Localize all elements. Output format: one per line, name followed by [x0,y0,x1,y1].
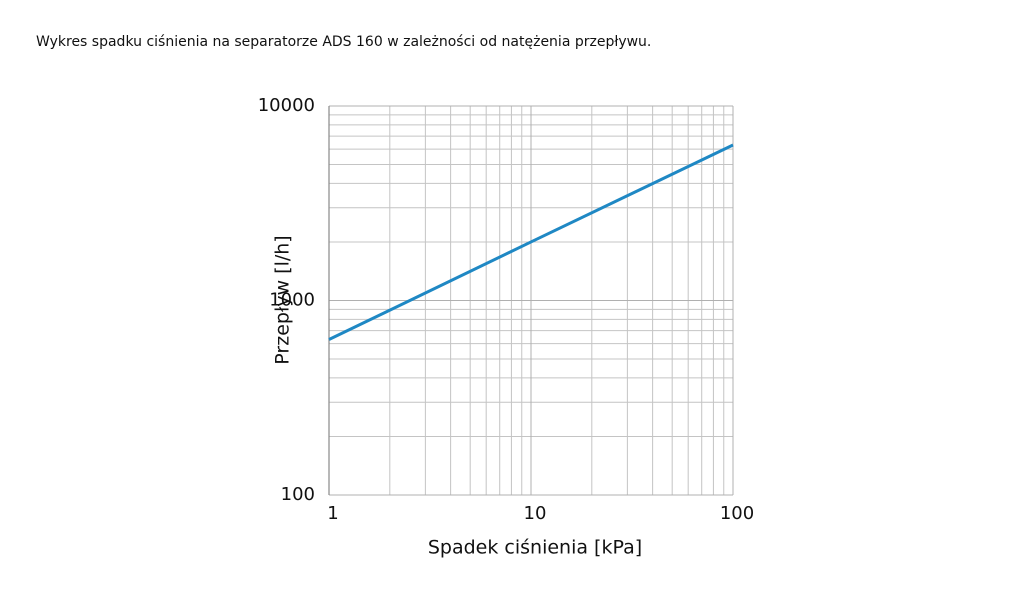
x-axis-label: Spadek ciśnienia [kPa] [428,537,642,559]
data-line [328,143,734,341]
y-tick-label: 100 [281,484,315,505]
x-tick-label: 10 [524,503,547,524]
y-axis-label: Przepływ [l/h] [272,235,294,364]
x-tick-label: 100 [720,503,754,524]
caption: Wykres spadku ciśnienia na separatorze A… [36,34,651,50]
y-tick-label: 10000 [258,95,315,116]
y-tick-label: 1000 [269,290,315,311]
x-tick-label: 1 [327,503,338,524]
